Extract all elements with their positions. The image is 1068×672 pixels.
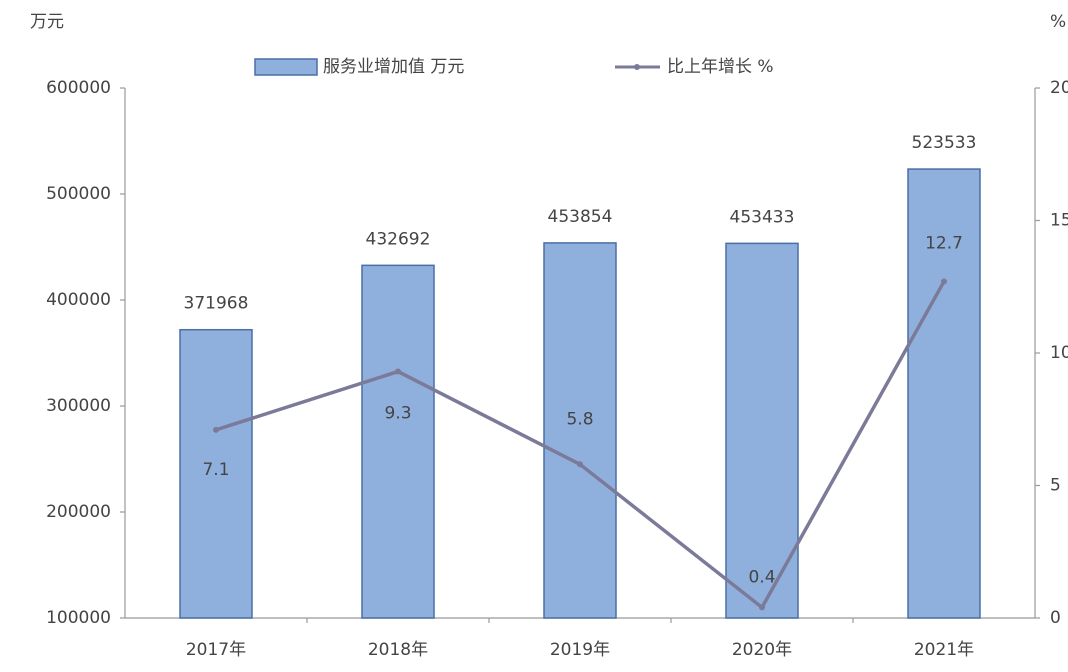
y-tick-label: 600000 xyxy=(46,78,111,98)
line-value-label: 0.4 xyxy=(748,567,775,587)
line-point xyxy=(213,426,219,433)
bar-value-label: 371968 xyxy=(184,294,249,314)
line-value-label: 7.1 xyxy=(202,460,229,480)
legend-swatch xyxy=(254,58,318,76)
line-value-label: 5.8 xyxy=(566,409,593,429)
legend-label: 服务业增加值 万元 xyxy=(323,57,464,77)
bar xyxy=(179,328,253,619)
y-tick-label: 100000 xyxy=(46,608,111,628)
legend-label: 比上年增长 % xyxy=(667,57,774,77)
y2-tick-label: 0 xyxy=(1050,608,1061,628)
bar xyxy=(907,168,981,619)
x-tick-label: 2017年 xyxy=(186,640,246,660)
y-tick-label: 300000 xyxy=(46,396,111,416)
y-axis-label: 万元 xyxy=(30,12,64,32)
y2-tick-label: 5 xyxy=(1050,476,1061,496)
line-point xyxy=(759,604,765,611)
y-tick-label: 500000 xyxy=(46,184,111,204)
line-point xyxy=(941,278,947,285)
line-value-label: 12.7 xyxy=(925,233,963,253)
y2-tick-label: 10 xyxy=(1050,343,1068,363)
y-tick-label: 200000 xyxy=(46,502,111,522)
bar-value-label: 453433 xyxy=(730,207,795,227)
bar xyxy=(361,264,435,619)
y-tick-label: 400000 xyxy=(46,290,111,310)
y2-tick-label: 15 xyxy=(1050,211,1068,231)
x-tick-label: 2020年 xyxy=(732,640,792,660)
y2-axis-label: % xyxy=(1050,12,1066,32)
x-tick-label: 2019年 xyxy=(550,640,610,660)
bar xyxy=(543,242,617,619)
x-tick-label: 2021年 xyxy=(914,640,974,660)
y2-tick-label: 20 xyxy=(1050,78,1068,98)
legend-swatch-point xyxy=(634,64,640,70)
line-point xyxy=(577,461,583,468)
line-value-label: 9.3 xyxy=(384,404,411,424)
bar-value-label: 453854 xyxy=(548,207,613,227)
bar-value-label: 432692 xyxy=(366,229,431,249)
bar-value-label: 523533 xyxy=(912,133,977,153)
bar xyxy=(725,242,799,619)
x-tick-label: 2018年 xyxy=(368,640,428,660)
line-point xyxy=(395,368,401,375)
